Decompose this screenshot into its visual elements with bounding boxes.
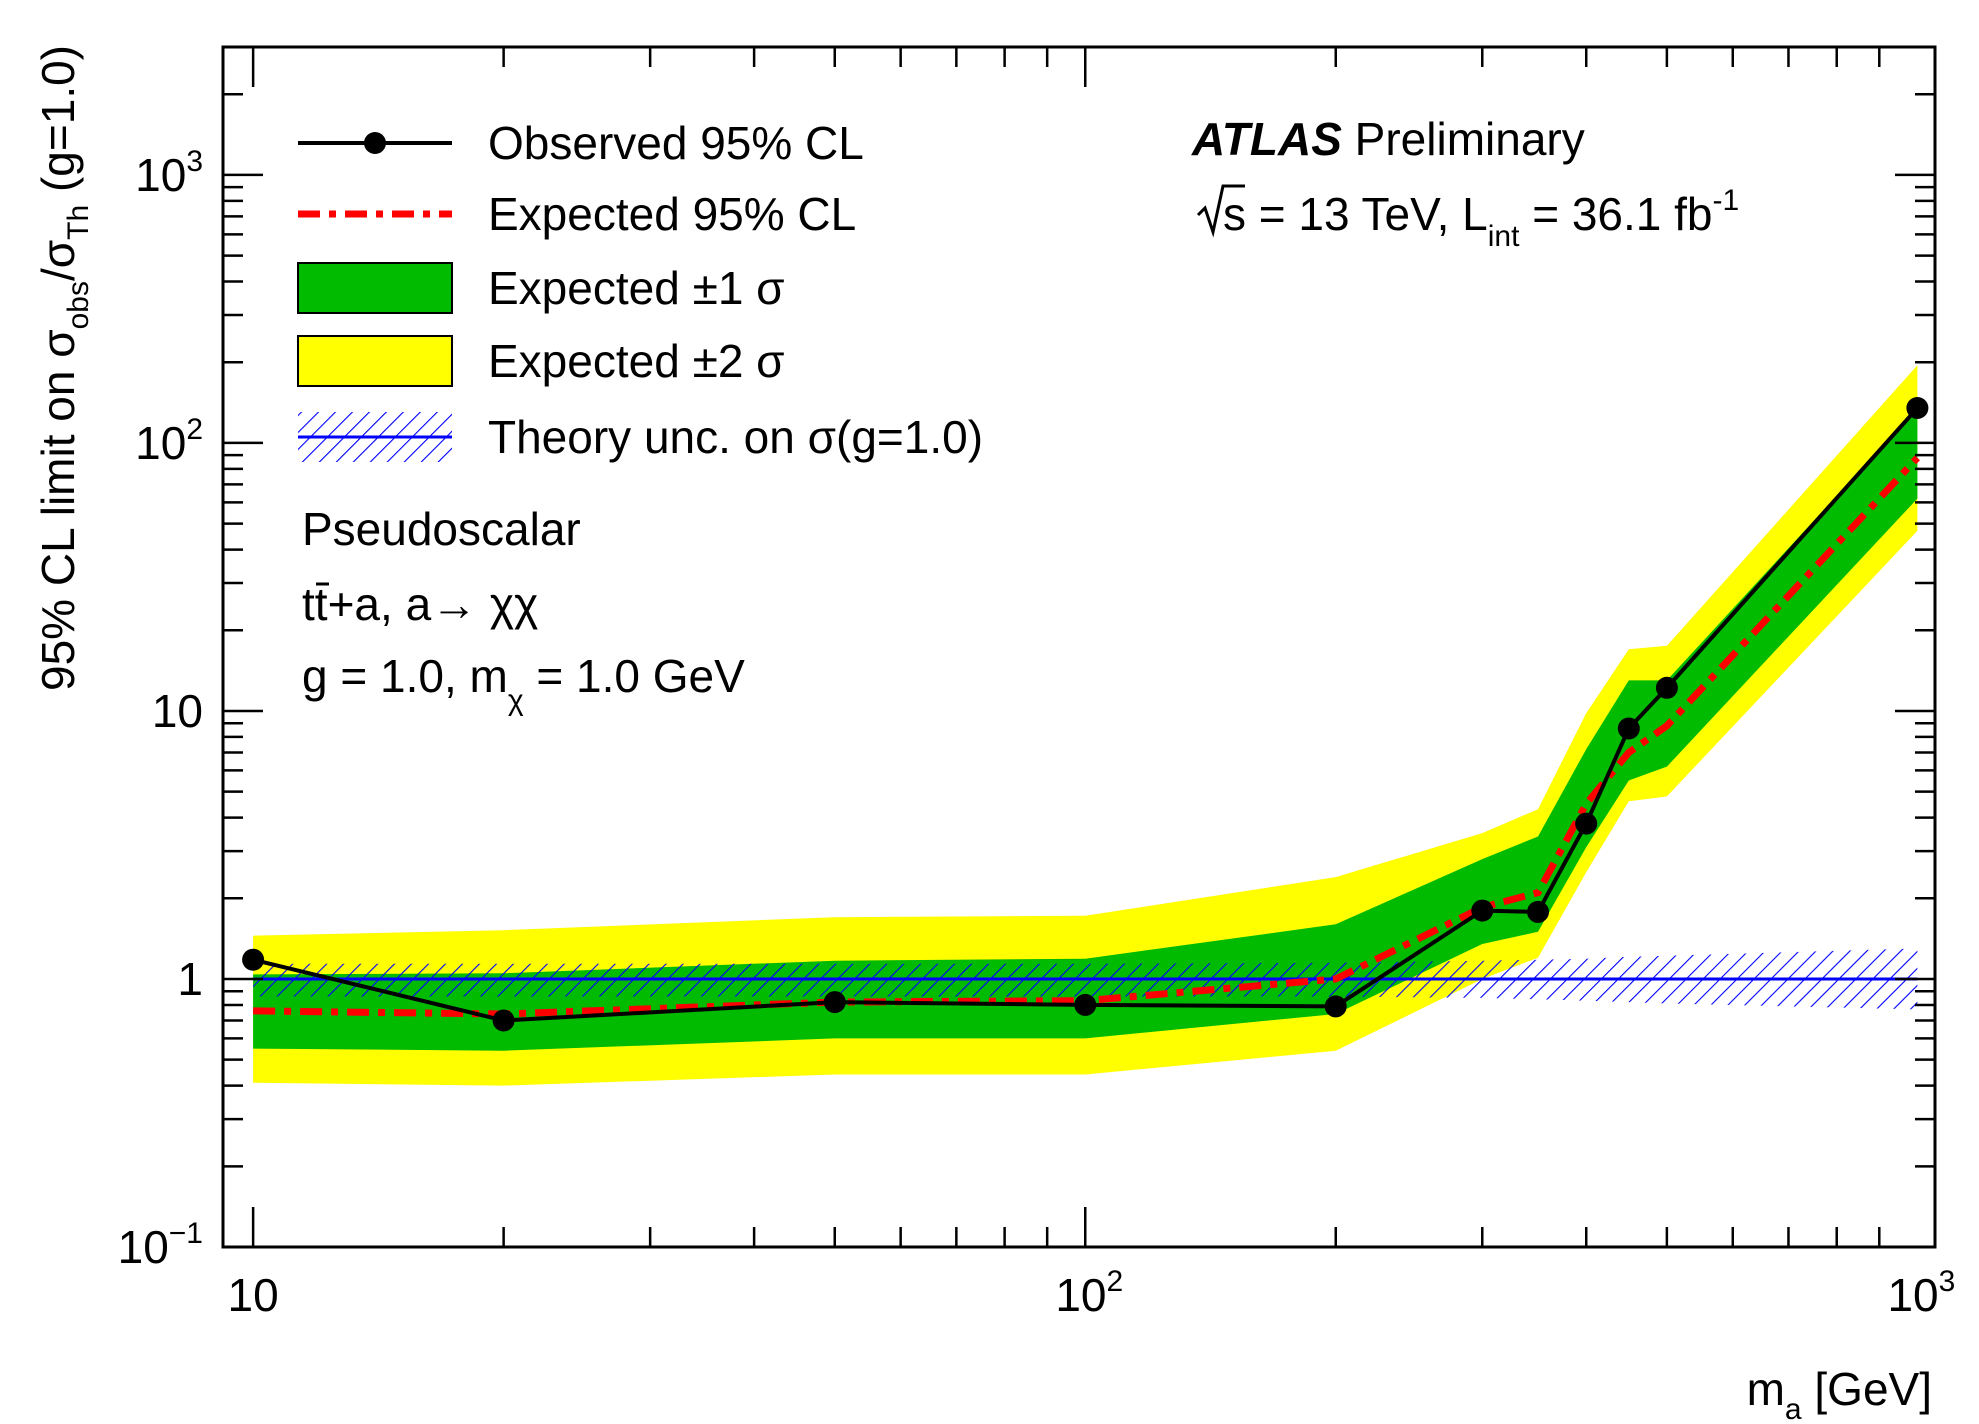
- legend-label-expected: Expected 95% CL: [488, 188, 856, 240]
- annotation-coupling: g = 1.0, m: [302, 650, 508, 702]
- y-axis-title: 95% CL limit on σobs/σTh (g=1.0): [32, 45, 95, 691]
- observed-point: [1074, 993, 1097, 1016]
- y-tick-label: 103: [135, 145, 203, 201]
- y-tick-label: 10−1: [118, 1217, 203, 1273]
- atlas-experiment: ATLAS: [1191, 113, 1342, 165]
- y-title-pre: 95% CL limit on σ: [32, 329, 84, 691]
- legend-band2-swatch: [297, 335, 453, 387]
- atlas-label: ATLAS Preliminary: [1191, 113, 1585, 165]
- svg-text:s = 13 TeV, Lint = 36.1 fb-1: s = 13 TeV, Lint = 36.1 fb-1: [1223, 184, 1739, 253]
- svg-text:tt+a, a→ χχ: tt+a, a→ χχ: [302, 578, 538, 630]
- lines-layer: [242, 397, 1929, 1032]
- svg-text:ma [GeV]: ma [GeV]: [1747, 1363, 1932, 1424]
- legend: Observed 95% CL Expected 95% CL Expected ±…: [297, 117, 983, 463]
- observed-point: [1527, 900, 1549, 923]
- x-axis-title: ma [GeV]: [1747, 1363, 1932, 1424]
- lumi-sup: -1: [1713, 184, 1740, 217]
- x-tick-label: 103: [1887, 1265, 1955, 1321]
- lumi-sub: int: [1488, 220, 1520, 253]
- axes-layer: 10 102 103 10−1 1 10 102 103: [118, 45, 1955, 1321]
- sqrt-symbol: [1196, 184, 1245, 238]
- legend-label-theory: Theory unc. on σ(g=1.0): [488, 411, 983, 463]
- observed-point: [1471, 899, 1494, 922]
- annotation-model: Pseudoscalar: [302, 503, 581, 555]
- y-title-post: (g=1.0): [32, 45, 84, 205]
- observed-point: [1324, 995, 1347, 1018]
- svg-text:95% CL limit on σobs/σTh (g=1.: 95% CL limit on σobs/σTh (g=1.0): [32, 45, 95, 691]
- y-tick-label: 102: [135, 413, 203, 469]
- atlas-status: Preliminary: [1342, 113, 1585, 165]
- x-tick-label: 10: [228, 1269, 279, 1321]
- legend-label-observed: Observed 95% CL: [488, 117, 864, 169]
- lumi-text: = 36.1 fb: [1519, 188, 1712, 240]
- observed-point: [1655, 676, 1678, 699]
- energy-lumi-label: s = 13 TeV, Lint = 36.1 fb-1: [1196, 184, 1739, 253]
- legend-label-band2: Expected ±2 σ: [488, 335, 785, 387]
- observed-point: [492, 1009, 515, 1032]
- observed-point: [1575, 812, 1598, 835]
- y-tick-label: 10: [152, 685, 203, 737]
- svg-text:ATLAS Preliminary: ATLAS Preliminary: [1191, 113, 1585, 165]
- energy-text: = 13 TeV, L: [1246, 188, 1488, 240]
- annotation-t: t: [302, 578, 315, 630]
- energy-s: s: [1223, 188, 1246, 240]
- x-tick-label: 102: [1055, 1265, 1123, 1321]
- x-title-unit: [GeV]: [1802, 1363, 1932, 1415]
- band-1sigma: [253, 408, 1918, 1051]
- observed-point: [1906, 397, 1929, 419]
- legend-band1-swatch: [297, 262, 453, 314]
- y-title-mid: /σ: [32, 240, 84, 281]
- observed-point: [242, 948, 265, 971]
- svg-text:g = 1.0, mχ = 1.0 GeV: g = 1.0, mχ = 1.0 GeV: [302, 650, 745, 717]
- x-title-sub: a: [1785, 1393, 1802, 1424]
- annotation-tbar: t: [315, 578, 328, 630]
- observed-point: [823, 991, 846, 1014]
- model-annotations: Pseudoscalar tt+a, a→ χχ g = 1.0, mχ = 1…: [302, 503, 745, 717]
- legend-label-band1: Expected ±1 σ: [488, 262, 785, 314]
- legend-observed-marker: [364, 132, 386, 154]
- y-tick-label: 1: [177, 953, 203, 1005]
- plot-frame: [221, 45, 1937, 1249]
- annotation-mchi: = 1.0 GeV: [524, 650, 746, 702]
- expected-line: [253, 455, 1920, 1018]
- x-title-main: m: [1747, 1363, 1785, 1415]
- observed-point: [1617, 717, 1640, 740]
- annotation-mchi-sub: χ: [508, 684, 524, 717]
- y-title-sub2: Th: [62, 205, 95, 240]
- annotation-process: +a, a→ χχ: [328, 578, 539, 630]
- y-title-sub1: obs: [62, 281, 95, 329]
- bands-layer: [253, 365, 1918, 1086]
